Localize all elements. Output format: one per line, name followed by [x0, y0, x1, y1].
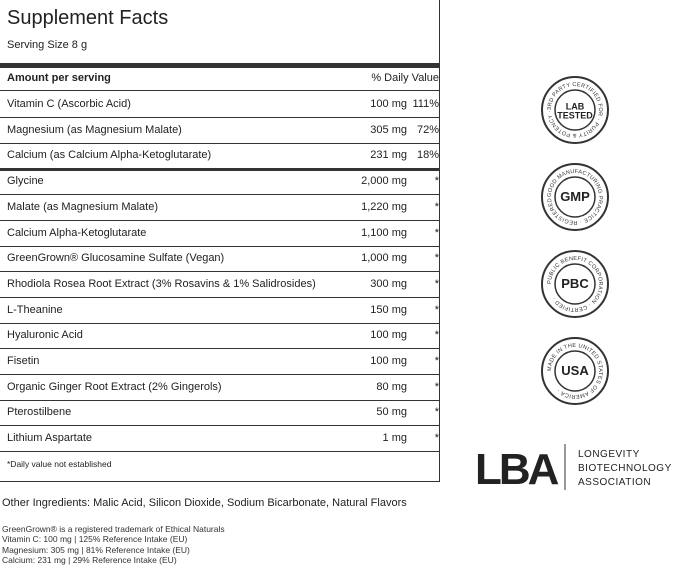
- amount: 80 mg: [376, 380, 407, 393]
- daily-value: *: [434, 252, 439, 265]
- rule: [0, 245, 440, 247]
- badge-ring: [541, 337, 609, 405]
- badge-ring: [541, 250, 609, 318]
- daily-value: *: [434, 406, 439, 419]
- daily-value: *: [434, 432, 439, 445]
- badge-inner: [554, 350, 596, 392]
- nutrient-name: Malate (as Magnesium Malate): [7, 200, 159, 213]
- amount: 100 mg: [370, 98, 407, 110]
- nutrient-name: Magnesium (as Magnesium Malate): [7, 123, 182, 136]
- amount: 50 mg: [376, 406, 407, 419]
- title: Supplement Facts: [7, 7, 169, 29]
- daily-value: *: [434, 175, 439, 188]
- rule: [0, 296, 440, 298]
- thick-rule: [0, 63, 440, 68]
- note: Calcium: 231 mg | 29% Reference Intake (…: [2, 554, 177, 565]
- nutrient-name: Fisetin: [7, 355, 40, 367]
- daily-value: *: [434, 355, 439, 367]
- rule: [0, 322, 440, 324]
- amount: 100 mg: [370, 355, 407, 367]
- amount: 1 mg: [382, 432, 407, 445]
- rule: [0, 271, 440, 273]
- badge-label: LAB: [566, 102, 585, 112]
- nutrient-name: Calcium (as Calcium Alpha-Ketoglutarate): [7, 149, 212, 162]
- other-ingredients: Other Ingredients: Malic Acid, Silicon D…: [2, 497, 407, 509]
- amount: 300 mg: [370, 277, 407, 290]
- rule: [0, 374, 440, 375]
- badges: 3RD PARTY CERTIFIED FOR · PURITY & POTEN…: [450, 0, 672, 494]
- rule: [0, 168, 440, 172]
- note: Magnesium: 305 mg | 81% Reference Intake…: [2, 544, 190, 555]
- footnote: *Daily value not established: [7, 459, 112, 469]
- amount: 305 mg: [370, 123, 407, 136]
- nutrient-name: Glycine: [7, 175, 44, 188]
- rule: [0, 348, 440, 350]
- amount: 1,100 mg: [361, 226, 407, 239]
- note: Vitamin C: 100 mg | 125% Reference Intak…: [2, 534, 188, 545]
- amount: 100 mg: [370, 329, 407, 342]
- daily-value: 111%: [412, 98, 439, 110]
- logo-mark: LBA: [475, 445, 559, 494]
- badge-label: GMP: [560, 189, 590, 204]
- daily-value: *: [434, 277, 439, 290]
- rule: [0, 194, 440, 196]
- rule: [0, 142, 440, 144]
- amount: 2,000 mg: [361, 175, 407, 188]
- serving-size: Serving Size 8 g: [7, 39, 88, 51]
- rule: [0, 451, 440, 453]
- amount: 150 mg: [370, 303, 407, 316]
- badge-inner: [554, 263, 596, 305]
- column-header: % Daily Value: [371, 72, 439, 84]
- nutrient-name: GreenGrown® Glucosamine Sulfate (Vegan): [7, 252, 225, 265]
- nutrient-name: L-Theanine: [7, 303, 63, 316]
- amount: 1,220 mg: [361, 200, 407, 213]
- nutrient-name: Hyaluronic Acid: [7, 329, 83, 342]
- amount: 1,000 mg: [361, 252, 407, 265]
- nutrient-name: Lithium Aspartate: [7, 432, 92, 445]
- rule: [0, 219, 440, 221]
- nutrient-name: Calcium Alpha-Ketoglutarate: [7, 226, 147, 239]
- facts-panel: [0, 0, 440, 482]
- logo-text: LONGEVITY: [578, 449, 640, 460]
- note: GreenGrown® is a registered trademark of…: [2, 524, 225, 534]
- badge-label: TESTED: [557, 111, 593, 121]
- daily-value: *: [434, 380, 439, 393]
- badge-ring: [541, 163, 609, 231]
- badge-ring: [541, 76, 609, 144]
- rule: [0, 117, 440, 118]
- amount: 231 mg: [370, 149, 407, 162]
- column-header: Amount per serving: [7, 72, 111, 84]
- badge-inner: [554, 89, 596, 131]
- badge-inner: [554, 176, 596, 218]
- logo-text: ASSOCIATION: [578, 477, 651, 488]
- nutrient-name: Organic Ginger Root Extract (2% Gingerol…: [7, 380, 222, 393]
- daily-value: *: [434, 200, 439, 213]
- daily-value: *: [434, 329, 439, 342]
- daily-value: 18%: [416, 149, 439, 162]
- rule: [0, 425, 440, 427]
- badge-label: USA: [561, 363, 589, 378]
- nutrient-name: Pterostilbene: [7, 406, 72, 419]
- logo-text: BIOTECHNOLOGY: [578, 463, 672, 474]
- nutrient-name: Vitamin C (Ascorbic Acid): [7, 98, 131, 110]
- rule: [0, 399, 440, 401]
- nutrient-name: Rhodiola Rosea Root Extract (3% Rosavins…: [7, 277, 316, 290]
- rule: [0, 90, 440, 91]
- daily-value: 72%: [416, 123, 439, 136]
- badge-label: PBC: [561, 276, 589, 291]
- daily-value: *: [434, 226, 439, 239]
- daily-value: *: [434, 303, 439, 316]
